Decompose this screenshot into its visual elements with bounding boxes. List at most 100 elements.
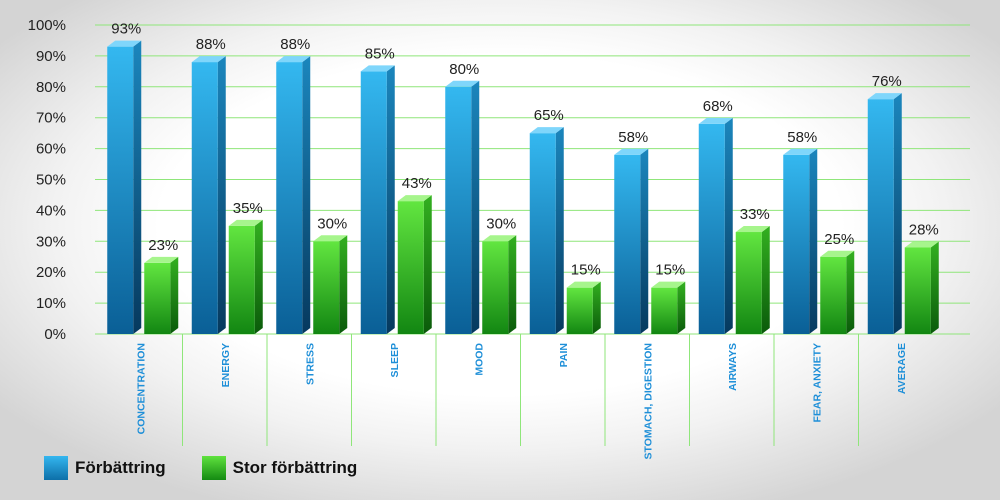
bar-stor-forbattring bbox=[482, 235, 517, 334]
bar-side bbox=[254, 219, 263, 334]
bar-front bbox=[191, 62, 218, 335]
category-label: CONCENTRATION bbox=[135, 343, 147, 434]
y-tick-label: 70% bbox=[36, 110, 66, 127]
y-tick-label: 20% bbox=[36, 264, 66, 281]
bar-top bbox=[698, 117, 733, 124]
bar-front bbox=[313, 241, 340, 334]
bar-stor-forbattring bbox=[735, 226, 770, 334]
bar-front bbox=[360, 71, 387, 334]
bar-top bbox=[482, 235, 517, 242]
y-tick-label: 40% bbox=[36, 202, 66, 219]
data-label: 58% bbox=[618, 129, 648, 146]
data-label: 30% bbox=[486, 215, 516, 232]
bar-front bbox=[529, 133, 556, 334]
legend-label-forbattring: Förbättring bbox=[75, 458, 166, 477]
bar-front bbox=[107, 46, 134, 334]
bar-front bbox=[614, 154, 641, 334]
bar-top bbox=[783, 148, 818, 155]
bar-top bbox=[107, 40, 142, 47]
bar-forbattring bbox=[191, 56, 226, 335]
bar-side bbox=[809, 148, 818, 334]
legend-swatch-forbattring bbox=[44, 456, 68, 480]
category-label: AIRWAYS bbox=[727, 343, 739, 391]
bar-top bbox=[276, 56, 311, 63]
bar-front bbox=[445, 86, 472, 334]
bar-side bbox=[640, 148, 649, 334]
bar-side bbox=[893, 93, 902, 334]
bar-front bbox=[482, 241, 509, 334]
bar-side bbox=[761, 226, 770, 334]
bar-side bbox=[217, 56, 226, 334]
legend-item-stor-forbattring: Stor förbättring bbox=[201, 456, 358, 480]
bar-stor-forbattring bbox=[651, 281, 686, 334]
bar-side bbox=[592, 281, 601, 334]
legend-label-stor-forbattring: Stor förbättring bbox=[232, 458, 358, 477]
bar-top bbox=[904, 241, 939, 248]
bar-front bbox=[276, 62, 303, 335]
data-label: 76% bbox=[872, 73, 902, 90]
data-label: 25% bbox=[824, 231, 854, 248]
bar-stor-forbattring bbox=[820, 250, 855, 334]
bar-side bbox=[471, 80, 480, 334]
bar-forbattring bbox=[614, 148, 649, 334]
y-tick-label: 90% bbox=[36, 48, 66, 65]
y-tick-label: 50% bbox=[36, 172, 66, 189]
data-label: 88% bbox=[196, 36, 226, 53]
data-label: 33% bbox=[740, 206, 770, 223]
bar-front bbox=[566, 287, 593, 334]
bar-front bbox=[867, 99, 894, 334]
bar-front bbox=[228, 225, 255, 334]
bar-top bbox=[397, 195, 432, 202]
bar-stor-forbattring bbox=[904, 241, 939, 334]
category-label: STRESS bbox=[304, 343, 316, 385]
bar-forbattring bbox=[276, 56, 311, 335]
bar-top bbox=[191, 56, 226, 63]
legend: Förbättring Stor förbättring bbox=[44, 456, 393, 480]
category-label: FEAR, ANXIETY bbox=[811, 343, 823, 423]
data-label: 35% bbox=[233, 200, 263, 217]
bar-side bbox=[170, 256, 179, 334]
category-label: SLEEP bbox=[389, 343, 401, 377]
category-label: STOMACH, DIGESTION bbox=[642, 343, 654, 459]
bar-front bbox=[397, 201, 424, 334]
bar-side bbox=[930, 241, 939, 334]
bar-side bbox=[724, 117, 733, 334]
bar-front bbox=[144, 262, 171, 334]
data-label: 65% bbox=[534, 107, 564, 124]
bar-front bbox=[651, 287, 678, 334]
bar-front bbox=[904, 247, 931, 334]
data-label: 88% bbox=[280, 36, 310, 53]
bar-forbattring bbox=[867, 93, 902, 334]
category-label: ENERGY bbox=[220, 343, 232, 387]
bar-forbattring bbox=[107, 40, 142, 334]
bar-top bbox=[529, 127, 564, 134]
y-tick-label: 30% bbox=[36, 233, 66, 250]
data-label: 23% bbox=[148, 237, 178, 254]
bar-top bbox=[228, 219, 263, 226]
category-label: MOOD bbox=[473, 343, 485, 376]
y-tick-label: 60% bbox=[36, 141, 66, 158]
bar-top bbox=[614, 148, 649, 155]
data-label: 93% bbox=[111, 21, 141, 38]
data-label: 85% bbox=[365, 45, 395, 62]
bar-top bbox=[566, 281, 601, 288]
bar-top bbox=[867, 93, 902, 100]
y-tick-label: 0% bbox=[44, 326, 66, 343]
bar-top bbox=[313, 235, 348, 242]
bar-top bbox=[144, 256, 179, 263]
bar-forbattring bbox=[529, 127, 564, 335]
bar-forbattring bbox=[360, 65, 395, 334]
bar-stor-forbattring bbox=[313, 235, 348, 334]
legend-item-forbattring: Förbättring bbox=[44, 456, 166, 480]
bar-top bbox=[445, 80, 480, 87]
data-label: 80% bbox=[449, 61, 479, 78]
bar-side bbox=[302, 56, 311, 334]
bar-stor-forbattring bbox=[397, 195, 432, 334]
bar-side bbox=[133, 40, 142, 334]
data-label: 15% bbox=[571, 262, 601, 279]
data-label: 58% bbox=[787, 129, 817, 146]
bar-front bbox=[783, 154, 810, 334]
legend-swatch-stor-forbattring bbox=[201, 456, 226, 480]
